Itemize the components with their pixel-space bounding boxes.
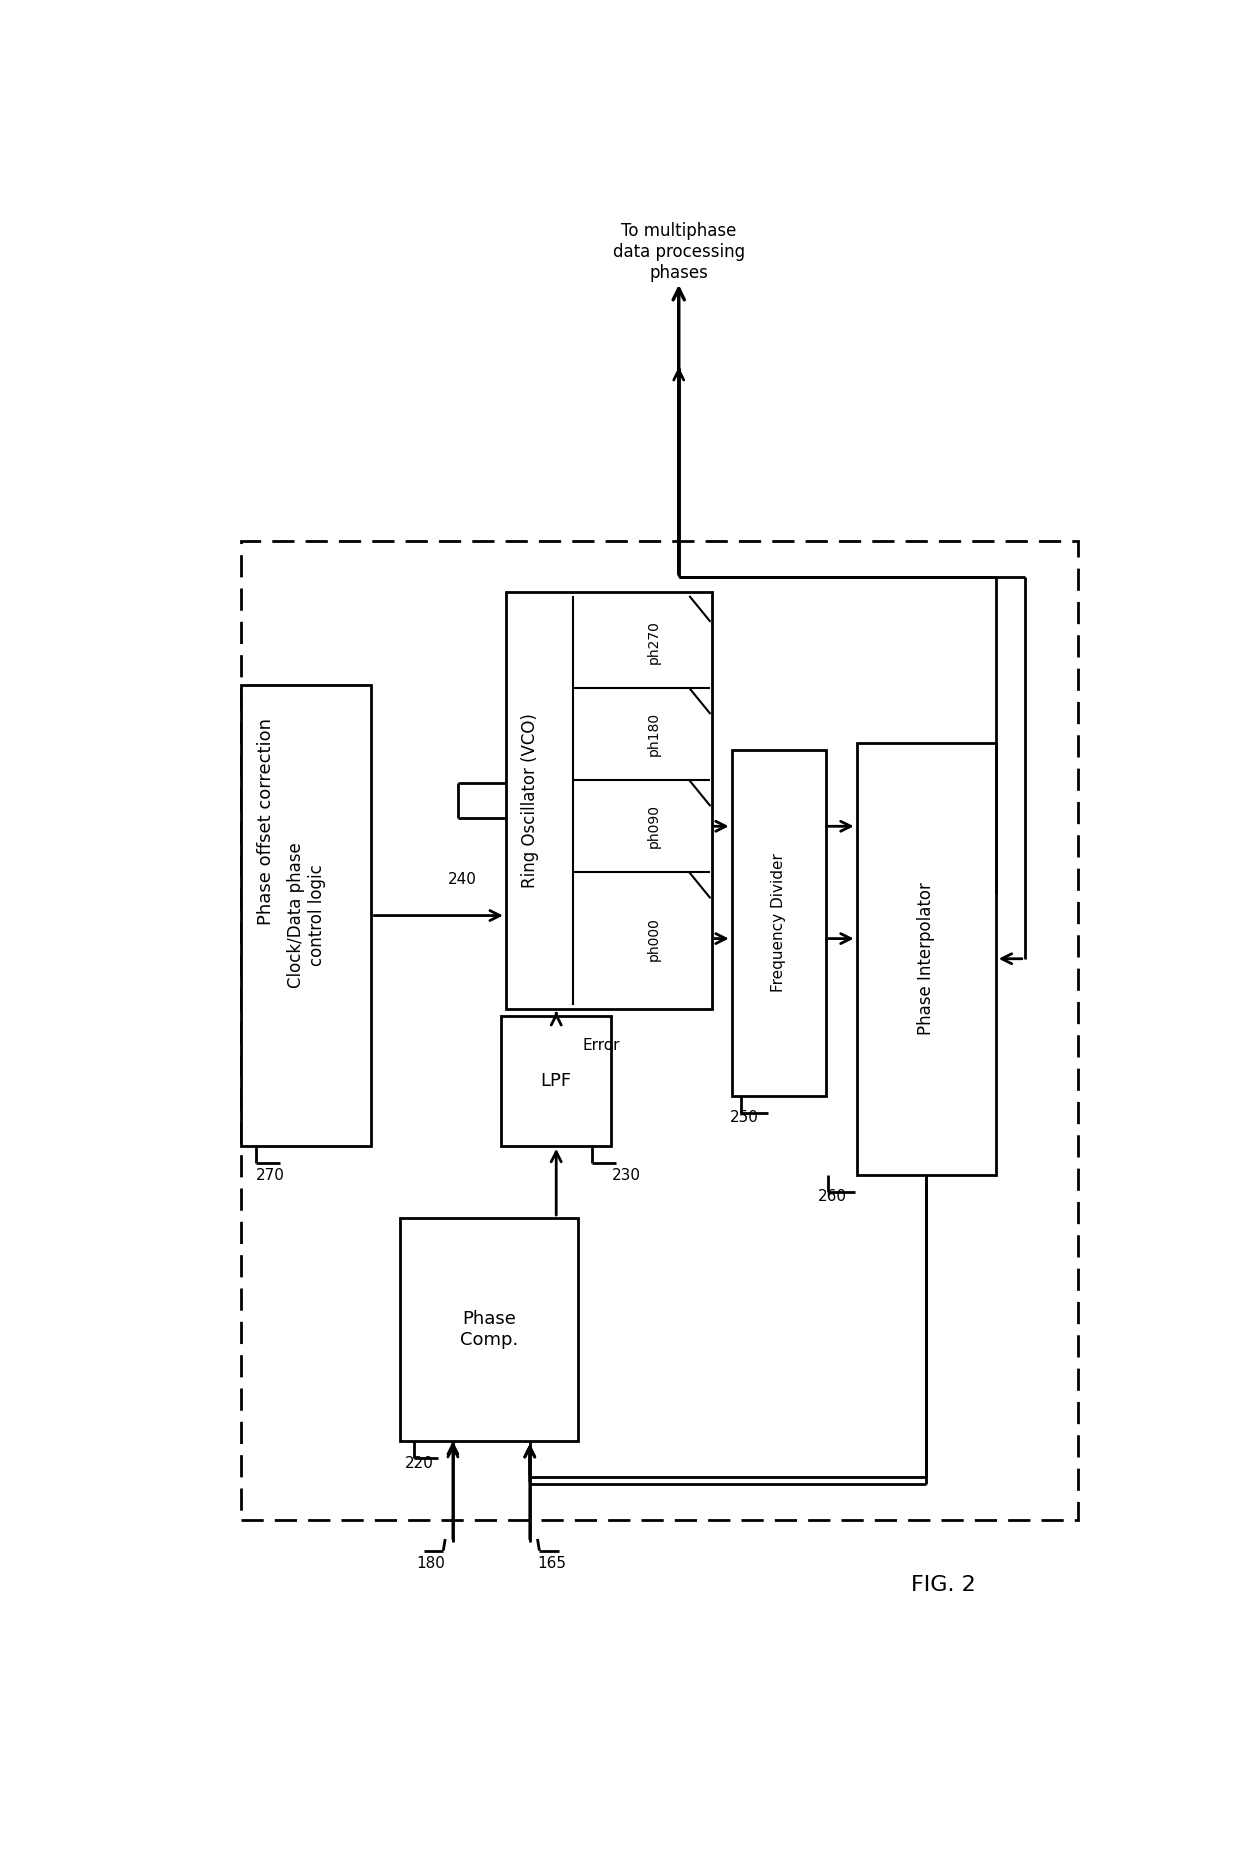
Text: Error: Error xyxy=(583,1038,620,1053)
Text: 220: 220 xyxy=(404,1455,434,1470)
Bar xyxy=(242,540,1078,1520)
Text: ph180: ph180 xyxy=(646,712,660,755)
Text: 180: 180 xyxy=(417,1556,445,1571)
Bar xyxy=(401,1217,578,1442)
Bar xyxy=(857,742,996,1174)
Text: LPF: LPF xyxy=(541,1072,572,1090)
Bar xyxy=(501,1017,611,1146)
Text: 230: 230 xyxy=(611,1167,641,1182)
Text: 250: 250 xyxy=(729,1111,759,1126)
Bar xyxy=(732,750,826,1096)
Text: Frequency Divider: Frequency Divider xyxy=(771,853,786,993)
Bar xyxy=(242,684,371,1146)
Text: 270: 270 xyxy=(255,1167,285,1182)
Text: Clock/Data phase
control logic: Clock/Data phase control logic xyxy=(286,843,326,989)
Text: ph270: ph270 xyxy=(646,621,660,664)
Text: 165: 165 xyxy=(537,1556,567,1571)
Text: FIG. 2: FIG. 2 xyxy=(910,1575,976,1595)
Text: Phase
Comp.: Phase Comp. xyxy=(460,1311,518,1348)
Text: Phase Interpolator: Phase Interpolator xyxy=(918,883,935,1036)
Text: Ring Oscillator (VCO): Ring Oscillator (VCO) xyxy=(521,712,539,888)
Text: ph090: ph090 xyxy=(646,804,660,849)
Text: To multiphase
data processing
phases: To multiphase data processing phases xyxy=(613,223,745,282)
Text: Phase offset correction: Phase offset correction xyxy=(257,718,274,926)
Bar xyxy=(506,591,712,1010)
Text: 240: 240 xyxy=(448,871,477,886)
Text: ph000: ph000 xyxy=(646,916,660,961)
Text: 260: 260 xyxy=(818,1189,847,1204)
